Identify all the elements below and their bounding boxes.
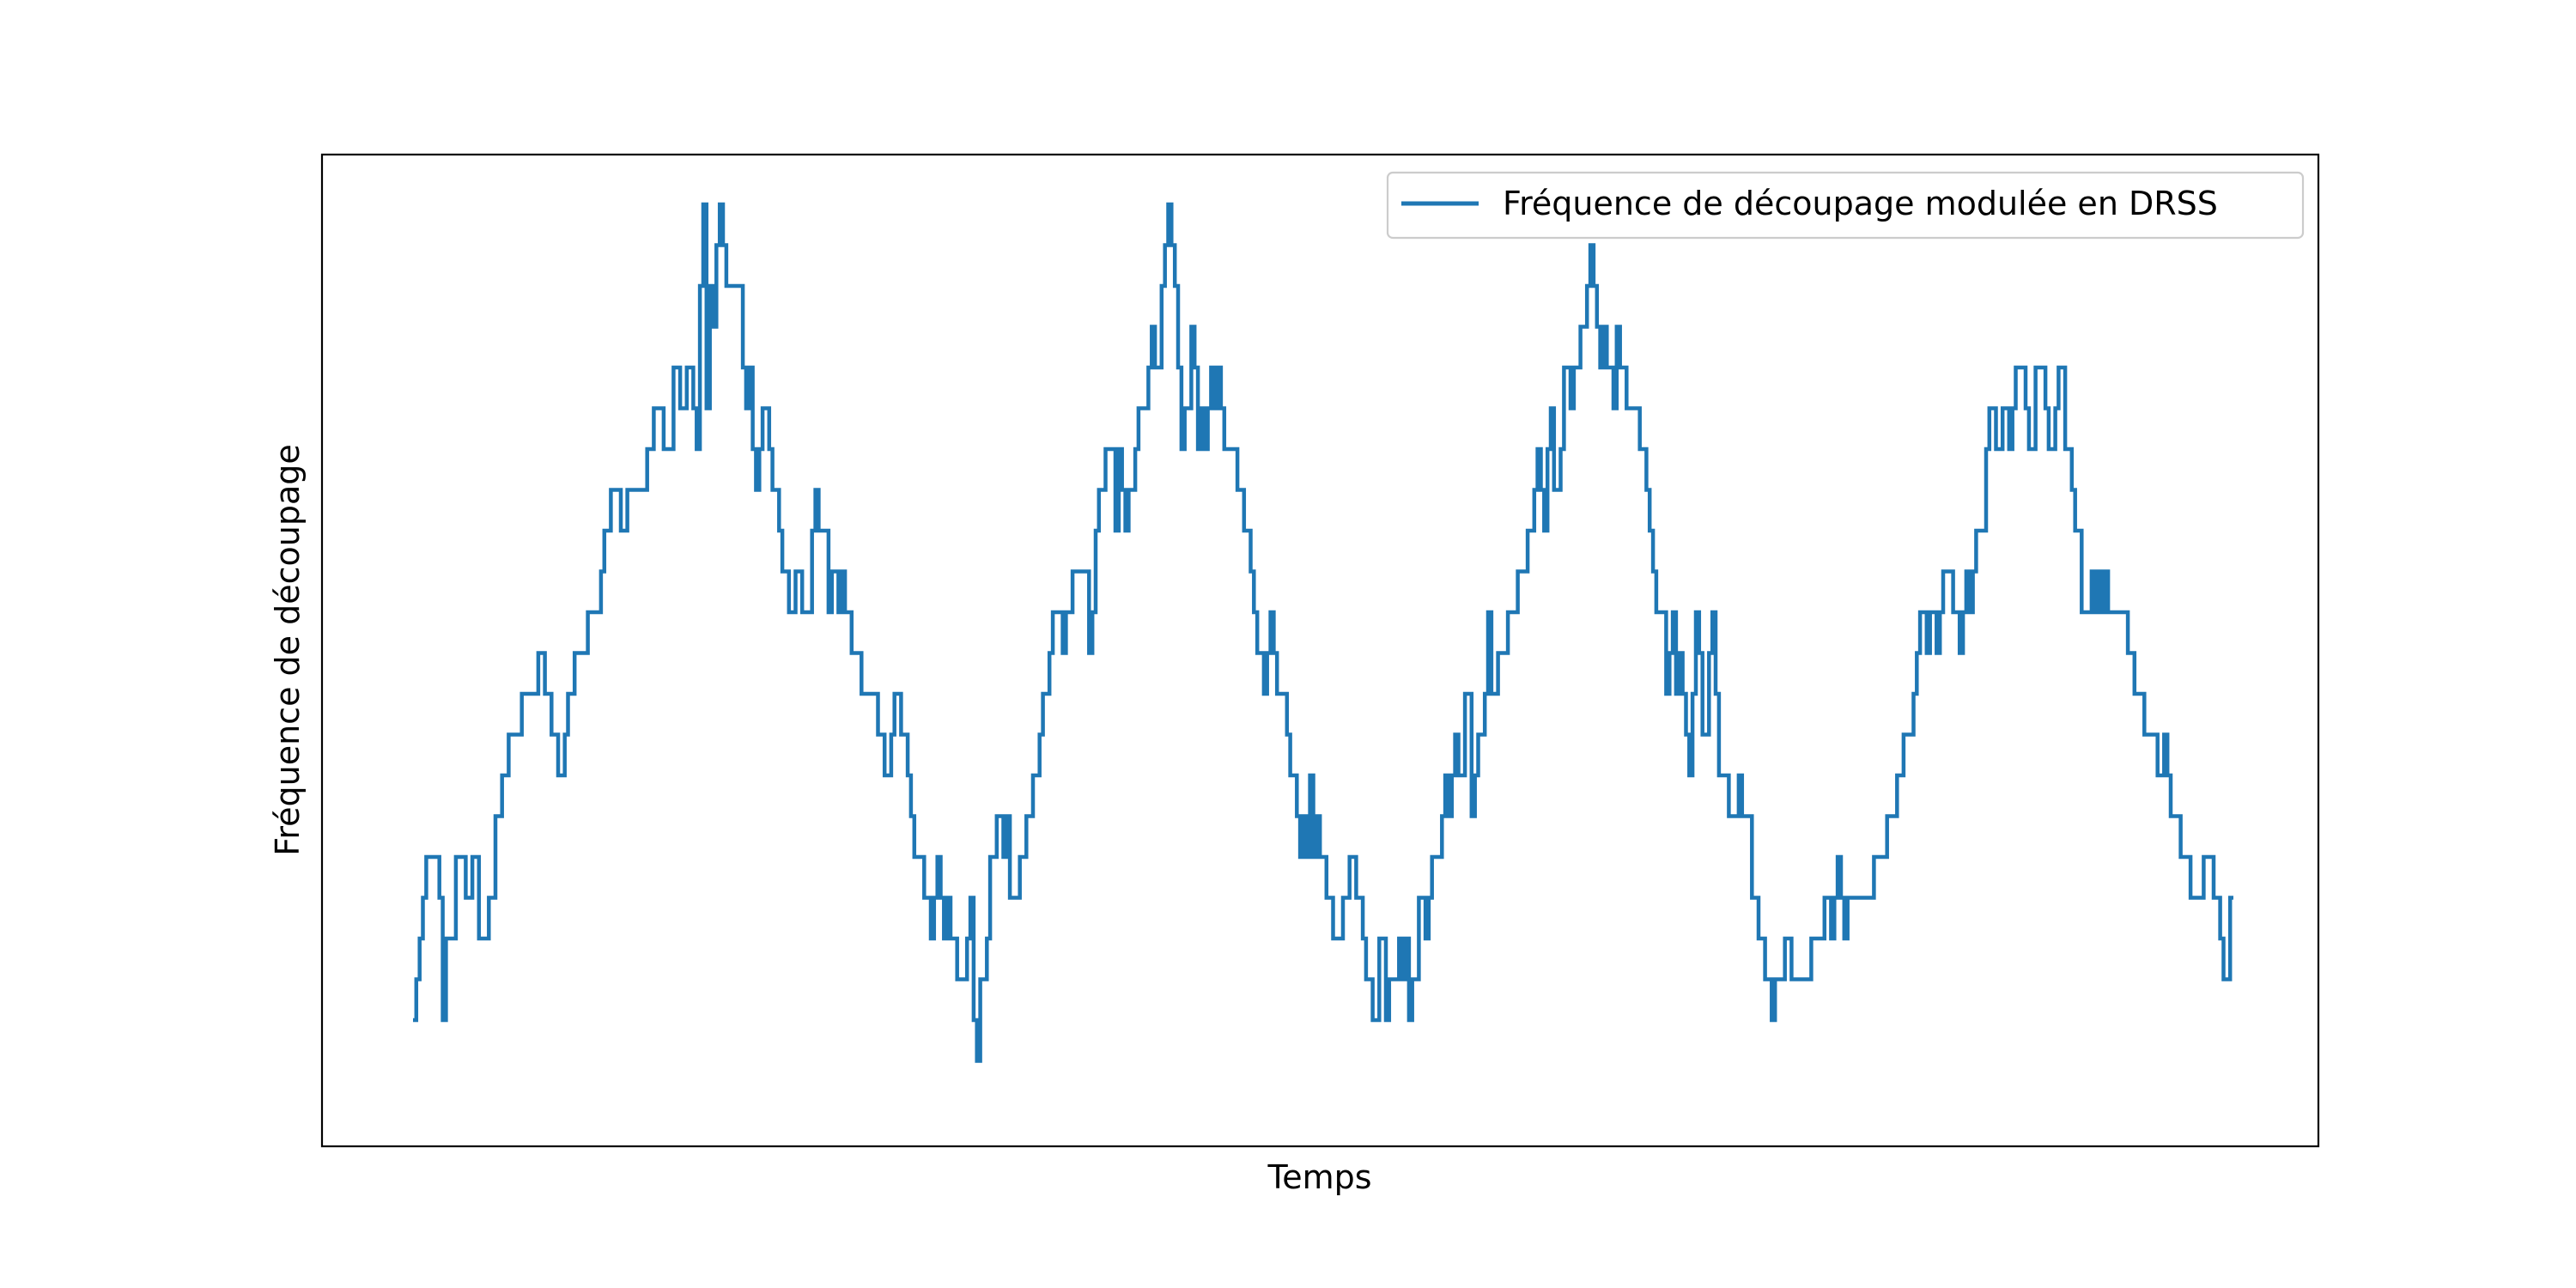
y-axis-label: Fréquence de découpage [269,444,307,856]
plot-area [322,155,2318,1146]
legend: Fréquence de découpage modulée en DRSS [1386,171,2305,240]
x-axis-label: Temps [1267,1158,1371,1196]
legend-box [1386,171,2305,240]
legend-label: Fréquence de découpage modulée en DRSS [1503,185,2218,222]
series-line [413,202,2233,1063]
plot-frame [320,153,2320,1148]
series-group [413,202,2233,1063]
